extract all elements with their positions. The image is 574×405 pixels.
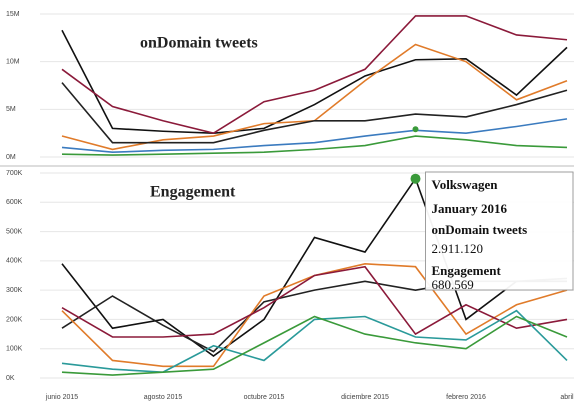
tooltip-box bbox=[425, 171, 574, 291]
tooltip-point bbox=[410, 173, 421, 184]
y-tick-label: 200K bbox=[6, 316, 23, 323]
y-tick-label: 400K bbox=[6, 258, 23, 265]
series-line bbox=[61, 82, 568, 144]
y-tick-label: 700K bbox=[6, 170, 23, 177]
series-line bbox=[61, 265, 568, 338]
series-line bbox=[61, 315, 568, 376]
y-tick-label: 600K bbox=[6, 199, 23, 206]
series-line bbox=[61, 118, 568, 154]
tooltip-text: Engagement bbox=[432, 263, 502, 278]
y-tick-label: 0K bbox=[6, 375, 15, 382]
series-line bbox=[61, 29, 568, 134]
x-tick-label: agosto 2015 bbox=[144, 394, 183, 401]
y-tick-label: 500K bbox=[6, 228, 23, 235]
tooltip-text: Volkswagen bbox=[432, 177, 499, 192]
series-line bbox=[61, 15, 568, 135]
panel-title: Engagement bbox=[150, 184, 236, 201]
y-tick-label: 10M bbox=[6, 59, 20, 66]
panel-title: onDomain tweets bbox=[140, 35, 258, 52]
x-tick-label: abril bbox=[560, 394, 574, 401]
y-tick-label: 5M bbox=[6, 106, 16, 113]
x-tick-label: febrero 2016 bbox=[446, 394, 486, 401]
y-tick-label: 300K bbox=[6, 287, 23, 294]
x-tick-label: junio 2015 bbox=[45, 394, 78, 401]
y-tick-label: 100K bbox=[6, 346, 23, 353]
y-tick-label: 0M bbox=[6, 154, 16, 161]
tooltip-text: 2.911.120 bbox=[432, 241, 484, 256]
series-line bbox=[61, 176, 567, 358]
series-line bbox=[61, 309, 568, 373]
series-line bbox=[61, 135, 568, 156]
tooltip-point bbox=[412, 126, 419, 133]
x-tick-label: diciembre 2015 bbox=[341, 394, 389, 401]
tooltip-text: January 2016 bbox=[432, 201, 508, 216]
tooltip-text: onDomain tweets bbox=[432, 222, 528, 237]
tooltip-text: 680.569 bbox=[432, 277, 474, 292]
x-tick-label: octubre 2015 bbox=[244, 394, 285, 401]
y-tick-label: 15M bbox=[6, 11, 20, 18]
